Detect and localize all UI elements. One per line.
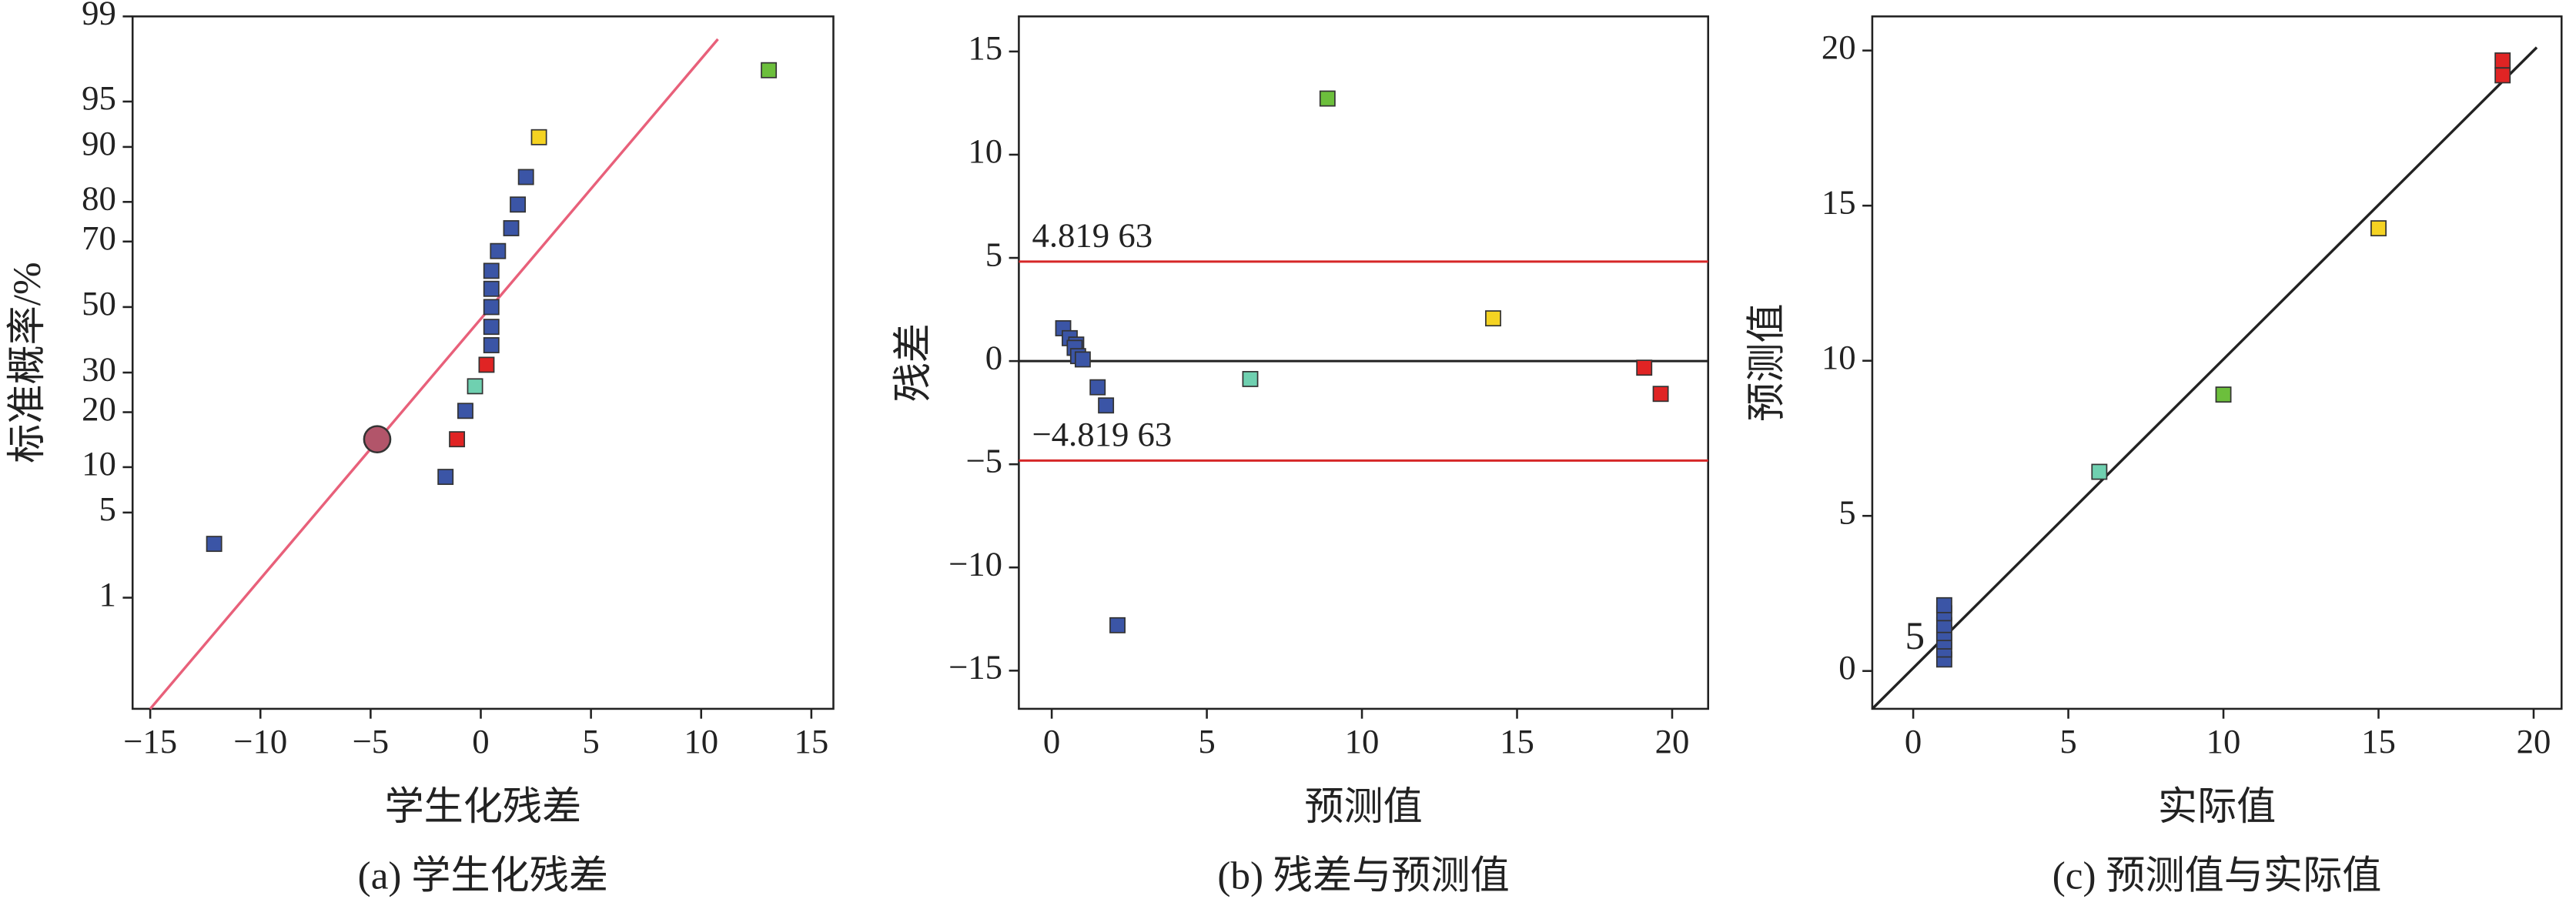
x-tick-label: 5	[1198, 722, 1215, 760]
y-tick-label: 5	[985, 235, 1002, 273]
data-point	[467, 378, 483, 395]
data-point	[1109, 617, 1126, 633]
x-tick-label: 0	[472, 722, 489, 760]
data-point	[2494, 67, 2511, 84]
x-tick-label: −5	[353, 722, 390, 760]
data-point	[1935, 597, 1952, 613]
data-point	[483, 299, 500, 316]
data-point	[437, 469, 454, 486]
y-tick-label: 10	[1822, 338, 1856, 376]
x-tick-label: 20	[2517, 722, 2551, 760]
data-point	[530, 129, 547, 145]
y-axis-label: 预测值	[1745, 303, 1788, 421]
data-point	[483, 262, 500, 279]
plot-frame	[1018, 15, 1710, 710]
y-tick-label: 90	[82, 124, 116, 162]
y-tick-label: 20	[82, 389, 116, 428]
x-tick-label: 5	[582, 722, 599, 760]
data-point	[1319, 90, 1336, 107]
y-tick-label: 30	[82, 349, 116, 388]
data-point	[1636, 359, 1653, 376]
reference-label: −4.819 63	[1032, 415, 1172, 453]
x-tick-label: −10	[233, 722, 287, 760]
data-point	[1089, 379, 1106, 396]
x-tick-label: 0	[1905, 722, 1922, 760]
x-tick-label: 10	[684, 722, 718, 760]
data-point	[517, 169, 534, 185]
y-tick-label: −5	[965, 441, 1002, 480]
annotation: 5	[1905, 614, 1925, 658]
y-tick-label: −10	[948, 545, 1002, 583]
caption: (a) 学生化残差	[358, 854, 608, 897]
data-point	[503, 220, 520, 236]
data-point	[2370, 220, 2387, 237]
data-point	[1242, 370, 1259, 387]
x-axis-label: 预测值	[1304, 785, 1422, 829]
data-point	[483, 319, 500, 336]
y-tick-label: 10	[968, 132, 1002, 170]
y-axis-label: 标准概率/%	[5, 262, 49, 463]
data-point	[490, 242, 507, 259]
x-tick-label: 10	[2206, 722, 2241, 760]
y-tick-label: 10	[82, 444, 116, 483]
x-tick-label: 15	[795, 722, 829, 760]
y-tick-label: 15	[1822, 182, 1856, 221]
y-tick-label: 5	[99, 490, 116, 528]
x-tick-label: 0	[1043, 722, 1060, 760]
data-point	[483, 280, 500, 297]
y-tick-label: 1	[99, 575, 116, 613]
data-point	[2215, 386, 2232, 403]
reference-label: 4.819 63	[1032, 216, 1153, 254]
data-point	[206, 536, 222, 553]
data-point	[457, 403, 473, 419]
y-axis-label: 残差	[892, 323, 935, 402]
data-point	[510, 196, 527, 213]
y-tick-label: 80	[82, 179, 116, 218]
x-tick-label: 15	[1500, 722, 1534, 760]
y-tick-label: −15	[948, 648, 1002, 687]
y-tick-label: 0	[985, 338, 1002, 376]
data-point	[761, 62, 778, 79]
x-tick-label: 15	[2361, 722, 2396, 760]
fit-line	[149, 38, 719, 710]
x-tick-label: 10	[1345, 722, 1380, 760]
y-tick-label: 20	[1822, 28, 1856, 66]
x-tick-label: 5	[2059, 722, 2076, 760]
y-tick-label: 99	[82, 0, 116, 32]
data-point	[2494, 52, 2511, 69]
data-point	[1652, 386, 1669, 403]
x-axis-label: 学生化残差	[384, 785, 581, 829]
caption: (c) 预测值与实际值	[2052, 854, 2382, 897]
y-tick-label: 50	[82, 284, 116, 322]
fit-line	[1872, 46, 2538, 710]
y-tick-label: 70	[82, 219, 116, 257]
y-tick-label: 95	[82, 79, 116, 117]
data-point	[478, 356, 495, 373]
data-point	[449, 431, 466, 448]
y-tick-label: 0	[1838, 648, 1855, 687]
data-point	[1098, 397, 1115, 414]
y-tick-label: 5	[1838, 493, 1855, 531]
data-point	[1074, 351, 1091, 368]
data-point	[483, 337, 500, 353]
plot-frame	[1871, 15, 2563, 710]
x-tick-label: −15	[123, 722, 177, 760]
x-axis-label: 实际值	[2158, 785, 2276, 829]
data-point	[2091, 463, 2108, 480]
highlight-point	[363, 425, 392, 454]
y-tick-label: 15	[968, 28, 1002, 67]
data-point	[1485, 310, 1501, 327]
caption: (b) 残差与预测值	[1217, 854, 1509, 897]
x-tick-label: 20	[1655, 722, 1690, 760]
plot-frame	[131, 15, 835, 710]
